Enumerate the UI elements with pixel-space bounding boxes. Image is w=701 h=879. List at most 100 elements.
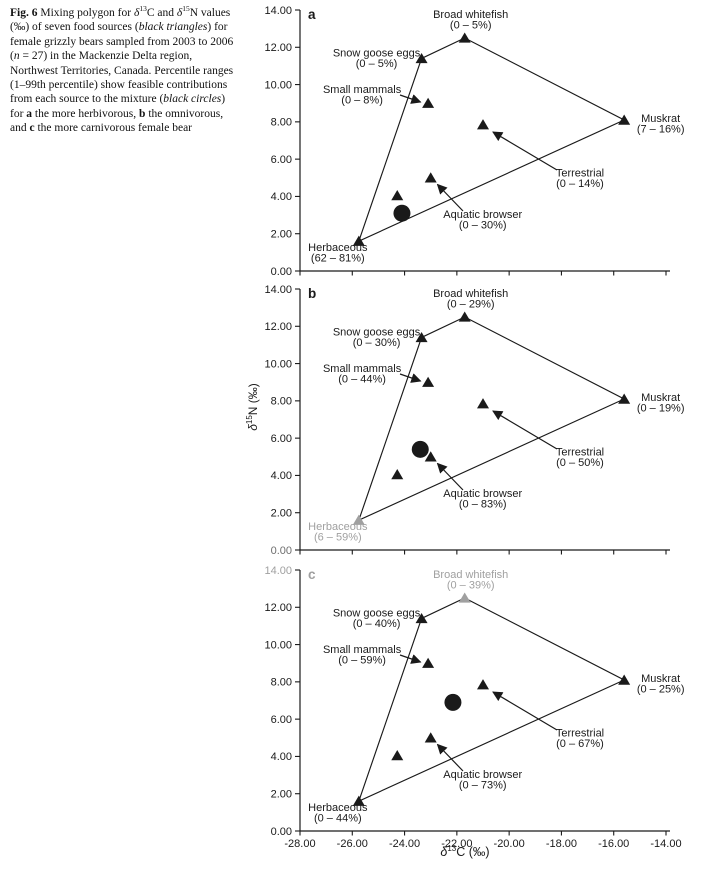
source-triangle-small-mammals <box>422 657 435 668</box>
y-tick-label: 8.00 <box>271 677 292 689</box>
caption-superscript: 15 <box>182 4 190 14</box>
source-triangle-muskrat <box>618 114 631 125</box>
annotation-arrow-small-mammals <box>399 373 422 383</box>
source-label-name: Small mammals <box>323 644 402 656</box>
chart-panel-b: 14.00 12.00 10.00 8.00 6.00 4.00 2.00 0.00 Broad… <box>230 279 701 560</box>
source-label-range: (0 – 25%) <box>637 683 685 695</box>
caption-text: δ <box>176 7 183 19</box>
source-label-aquatic-browser: Aquatic browser (0 – 83%) <box>443 488 522 511</box>
x-axis-title-text: C (‰) <box>456 845 490 859</box>
caption-bold-text: b <box>139 107 146 120</box>
y-tick-label: 10.00 <box>264 639 292 651</box>
source-label-name: Terrestrial <box>556 447 604 459</box>
source-label-snow-goose-eggs: Snow goose eggs (0 – 5%) <box>333 47 421 70</box>
source-label-range: (0 – 59%) <box>338 655 386 667</box>
source-label-range: (7 – 16%) <box>637 123 685 135</box>
source-label-muskrat: Muskrat (0 – 25%) <box>637 673 685 696</box>
source-triangle-broad-whitefish <box>458 311 471 322</box>
source-label-name: Broad whitefish <box>433 9 508 21</box>
source-label-range: (0 – 44%) <box>338 374 386 386</box>
source-triangle-unlabeled-source <box>391 749 404 761</box>
source-triangle-terrestrial <box>477 398 489 409</box>
source-label-range: (0 – 8%) <box>341 95 383 107</box>
y-tick-label: 12.00 <box>264 42 292 54</box>
source-label-name: Aquatic browser <box>443 209 522 221</box>
y-tick-label: 2.00 <box>271 508 292 520</box>
source-label-name: Terrestrial <box>556 728 604 740</box>
source-label-range: (0 – 67%) <box>556 738 604 750</box>
chart-panel-a: 14.00 12.00 10.00 8.00 6.00 4.00 2.00 0.00 Broad… <box>230 0 701 279</box>
y-tick-label: 6.00 <box>271 433 292 445</box>
caption-text: ) for <box>10 93 226 120</box>
caption-text: Mixing polygon for <box>37 7 134 19</box>
source-triangle-aquatic-browser <box>424 732 437 743</box>
source-label-broad-whitefish: Broad whitefish (0 – 29%) <box>433 288 508 311</box>
panel-letter-a: a <box>308 7 316 22</box>
source-label-snow-goose-eggs: Snow goose eggs (0 – 30%) <box>333 326 421 349</box>
figure-caption: Fig. 6 Mixing polygon for δ13C and δ15N … <box>10 4 234 136</box>
source-label-name: Herbaceous <box>308 521 368 533</box>
caption-text: N values (‰) of seven food sources ( <box>10 7 231 34</box>
source-triangle-small-mammals <box>422 97 435 108</box>
source-label-range: (0 – 50%) <box>556 457 604 469</box>
source-label-name: Snow goose eggs <box>333 607 421 619</box>
source-triangle-herbaceous <box>352 795 365 806</box>
y-tick-label: 12.00 <box>264 602 292 614</box>
source-triangle-muskrat <box>618 674 631 685</box>
mixture-circle <box>444 693 462 711</box>
y-axis-title-delta: δ <box>246 424 260 431</box>
source-label-name: Broad whitefish <box>433 288 508 300</box>
panel-letter-b: b <box>308 286 316 301</box>
source-label-broad-whitefish: Broad whitefish (0 – 5%) <box>433 9 508 32</box>
x-tick-label: -20.00 <box>494 838 525 850</box>
source-triangle-herbaceous <box>352 514 365 525</box>
x-tick-label: -16.00 <box>598 838 629 850</box>
source-label-range: (0 – 5%) <box>356 58 398 70</box>
source-label-name: Herbaceous <box>308 802 368 814</box>
panel-letter-c: c <box>308 567 316 582</box>
x-tick-label: -22.00 <box>441 838 472 850</box>
y-tick-label: 4.00 <box>271 470 292 482</box>
y-tick-label: 6.00 <box>271 714 292 726</box>
source-label-muskrat: Muskrat (0 – 19%) <box>637 392 685 415</box>
source-label-broad-whitefish: Broad whitefish (0 – 39%) <box>433 569 508 592</box>
source-label-name: Broad whitefish <box>433 569 508 581</box>
caption-text: black circles <box>163 93 222 106</box>
source-label-name: Aquatic browser <box>443 488 522 500</box>
caption-text: the omnivorous, and <box>10 107 224 135</box>
y-axis-title-superscript: 15 <box>245 415 254 425</box>
y-tick-label: 4.00 <box>271 191 292 203</box>
source-triangle-unlabeled-source <box>391 189 404 201</box>
source-label-name: Snow goose eggs <box>333 326 421 338</box>
x-tick-label: -24.00 <box>389 838 420 850</box>
y-tick-label: 14.00 <box>264 565 292 577</box>
annotation-arrow-aquatic-browser <box>436 183 464 212</box>
annotation-arrow-terrestrial <box>492 410 558 450</box>
source-triangle-aquatic-browser <box>424 172 437 183</box>
y-tick-label: 0.00 <box>271 266 292 278</box>
source-triangle-snow-goose-eggs <box>415 331 428 343</box>
annotation-arrow-aquatic-browser <box>436 462 464 491</box>
caption-text: the more herbivorous, <box>32 107 140 120</box>
annotation-arrow-terrestrial <box>492 691 558 731</box>
y-tick-label: 0.00 <box>271 545 292 557</box>
source-label-terrestrial: Terrestrial (0 – 50%) <box>556 447 604 470</box>
caption-text: the more carnivorous female bear <box>34 122 193 135</box>
caption-text: n <box>13 50 20 63</box>
chart-panel-c: 14.00 12.00 10.00 8.00 6.00 4.00 2.00 0.00 -28.0… <box>230 560 701 879</box>
source-label-snow-goose-eggs: Snow goose eggs (0 – 40%) <box>333 607 421 630</box>
source-triangle-terrestrial <box>477 679 489 690</box>
source-label-herbaceous: Herbaceous (62 – 81%) <box>308 242 368 264</box>
x-axis-title-delta: δ <box>440 845 448 859</box>
source-triangle-aquatic-browser <box>424 451 437 462</box>
y-axis-title-text: N (‰) <box>246 383 260 416</box>
annotation-arrow-aquatic-browser <box>436 743 464 772</box>
source-label-name: Muskrat <box>641 392 680 404</box>
source-label-herbaceous: Herbaceous (0 – 44%) <box>308 802 368 824</box>
chart-b-svg: 14.00 12.00 10.00 8.00 6.00 4.00 2.00 0.00 Broad… <box>264 284 685 557</box>
source-label-small-mammals: Small mammals (0 – 44%) <box>323 363 402 386</box>
source-label-small-mammals: Small mammals (0 – 59%) <box>323 644 402 667</box>
y-tick-label: 0.00 <box>271 826 292 838</box>
source-label-muskrat: Muskrat (7 – 16%) <box>637 113 685 136</box>
